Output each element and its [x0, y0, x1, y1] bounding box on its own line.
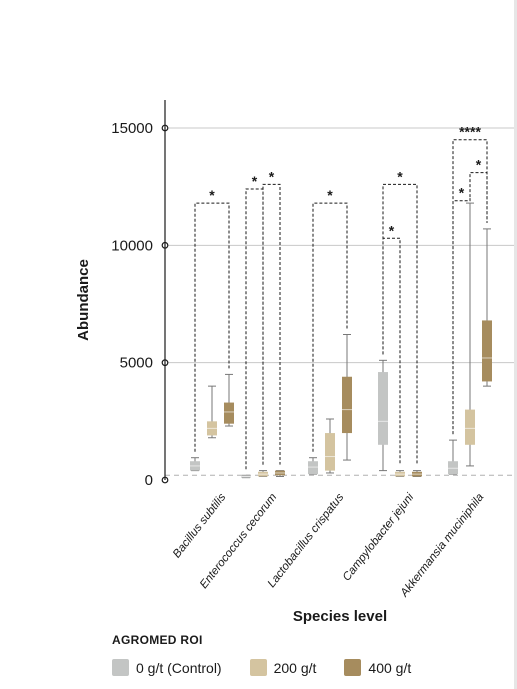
box-2-0 [224, 373, 234, 427]
sig-bracket-0: * [194, 187, 230, 452]
box-2-3 [412, 470, 422, 477]
x-tick-label: Akkermansia muciniphila [398, 491, 486, 599]
sig-label: * [327, 187, 333, 203]
x-tick-label: Bacillus subtilis [171, 491, 229, 560]
page-edge [514, 0, 517, 689]
box-0-4 [448, 439, 458, 475]
x-tick-label: Lactobacillus crispatus [266, 491, 347, 590]
significance-brackets: ** ********** [194, 124, 488, 470]
sig-bracket-line [382, 183, 418, 465]
sig-bracket-3: * [312, 187, 348, 452]
y-tick-label: 15000 [111, 120, 153, 137]
box-2-1 [275, 470, 285, 477]
sig-bracket-line [452, 139, 488, 435]
sig-bracket-5: * [382, 168, 418, 465]
y-axis-label: Abundance [75, 259, 92, 341]
legend-item-200: 200 g/t [249, 659, 317, 676]
sig-bracket-line [452, 197, 471, 435]
box-0-1 [241, 474, 251, 479]
sig-label: * [476, 157, 482, 173]
box-series [190, 202, 492, 479]
legend-label-200: 200 g/t [273, 659, 317, 676]
y-tick-label: 0 [145, 472, 153, 489]
sig-bracket-line [469, 172, 488, 223]
box-0-0 [190, 457, 200, 472]
sig-label: * [397, 168, 403, 184]
box-body [224, 402, 234, 424]
y-tick-label: 5000 [120, 355, 153, 372]
box-1-4 [465, 202, 475, 467]
sig-label: * [459, 185, 465, 201]
legend-swatch-control [112, 659, 129, 676]
box-body [325, 433, 335, 471]
box-body [465, 409, 475, 445]
sig-label: * [252, 173, 258, 189]
legend-swatch-200 [249, 659, 267, 676]
box-1-1 [258, 470, 268, 477]
sig-bracket-7: * [469, 157, 488, 223]
box-2-2 [342, 334, 352, 461]
legend-label-400: 400 g/t [368, 659, 412, 676]
sig-bracket-line [262, 183, 281, 465]
legend-item-400: 400 g/t [344, 659, 411, 676]
box-1-0 [207, 385, 217, 439]
sig-bracket-line [382, 237, 401, 465]
legend-label-control: 0 g/t (Control) [136, 659, 222, 676]
sig-bracket-1: * [245, 173, 264, 470]
sig-bracket-line [312, 202, 348, 452]
legend-item-control: 0 g/t (Control) [112, 659, 222, 676]
box-2-4 [482, 228, 492, 387]
y-tick-label: 10000 [111, 237, 153, 254]
legend-items: 0 g/t (Control) 200 g/t 400 g/t [112, 659, 439, 676]
box-body [482, 320, 492, 382]
sig-bracket-4: * [382, 222, 401, 465]
sig-bracket-6: * [452, 185, 471, 435]
box-1-2 [325, 418, 335, 474]
sig-bracket-line [194, 202, 230, 452]
box-body [308, 461, 318, 475]
legend-title: AGROMED ROI [112, 633, 203, 647]
sig-bracket-line [245, 188, 264, 470]
sig-label: * [389, 222, 395, 238]
box-body [378, 372, 388, 445]
legend-swatch-400 [344, 659, 362, 676]
sig-bracket-2: * [262, 168, 281, 465]
axes: 0 5000 10000 15000 [111, 100, 169, 489]
x-tick-label: Campylobacter jejuni [341, 491, 417, 583]
sig-label: * [209, 187, 215, 203]
box-body [342, 376, 352, 434]
box-0-3 [378, 359, 388, 472]
sig-bracket-8: **** [452, 124, 488, 435]
box-1-3 [395, 470, 405, 477]
grid-lines [165, 127, 514, 476]
legend: AGROMED ROI 0 g/t (Control) 200 g/t 400 … [112, 633, 439, 676]
sig-label: * [269, 168, 275, 184]
x-axis-label: Species level [293, 608, 387, 625]
box-body [448, 461, 458, 475]
sig-label: **** [459, 124, 481, 140]
box-0-2 [308, 457, 318, 475]
